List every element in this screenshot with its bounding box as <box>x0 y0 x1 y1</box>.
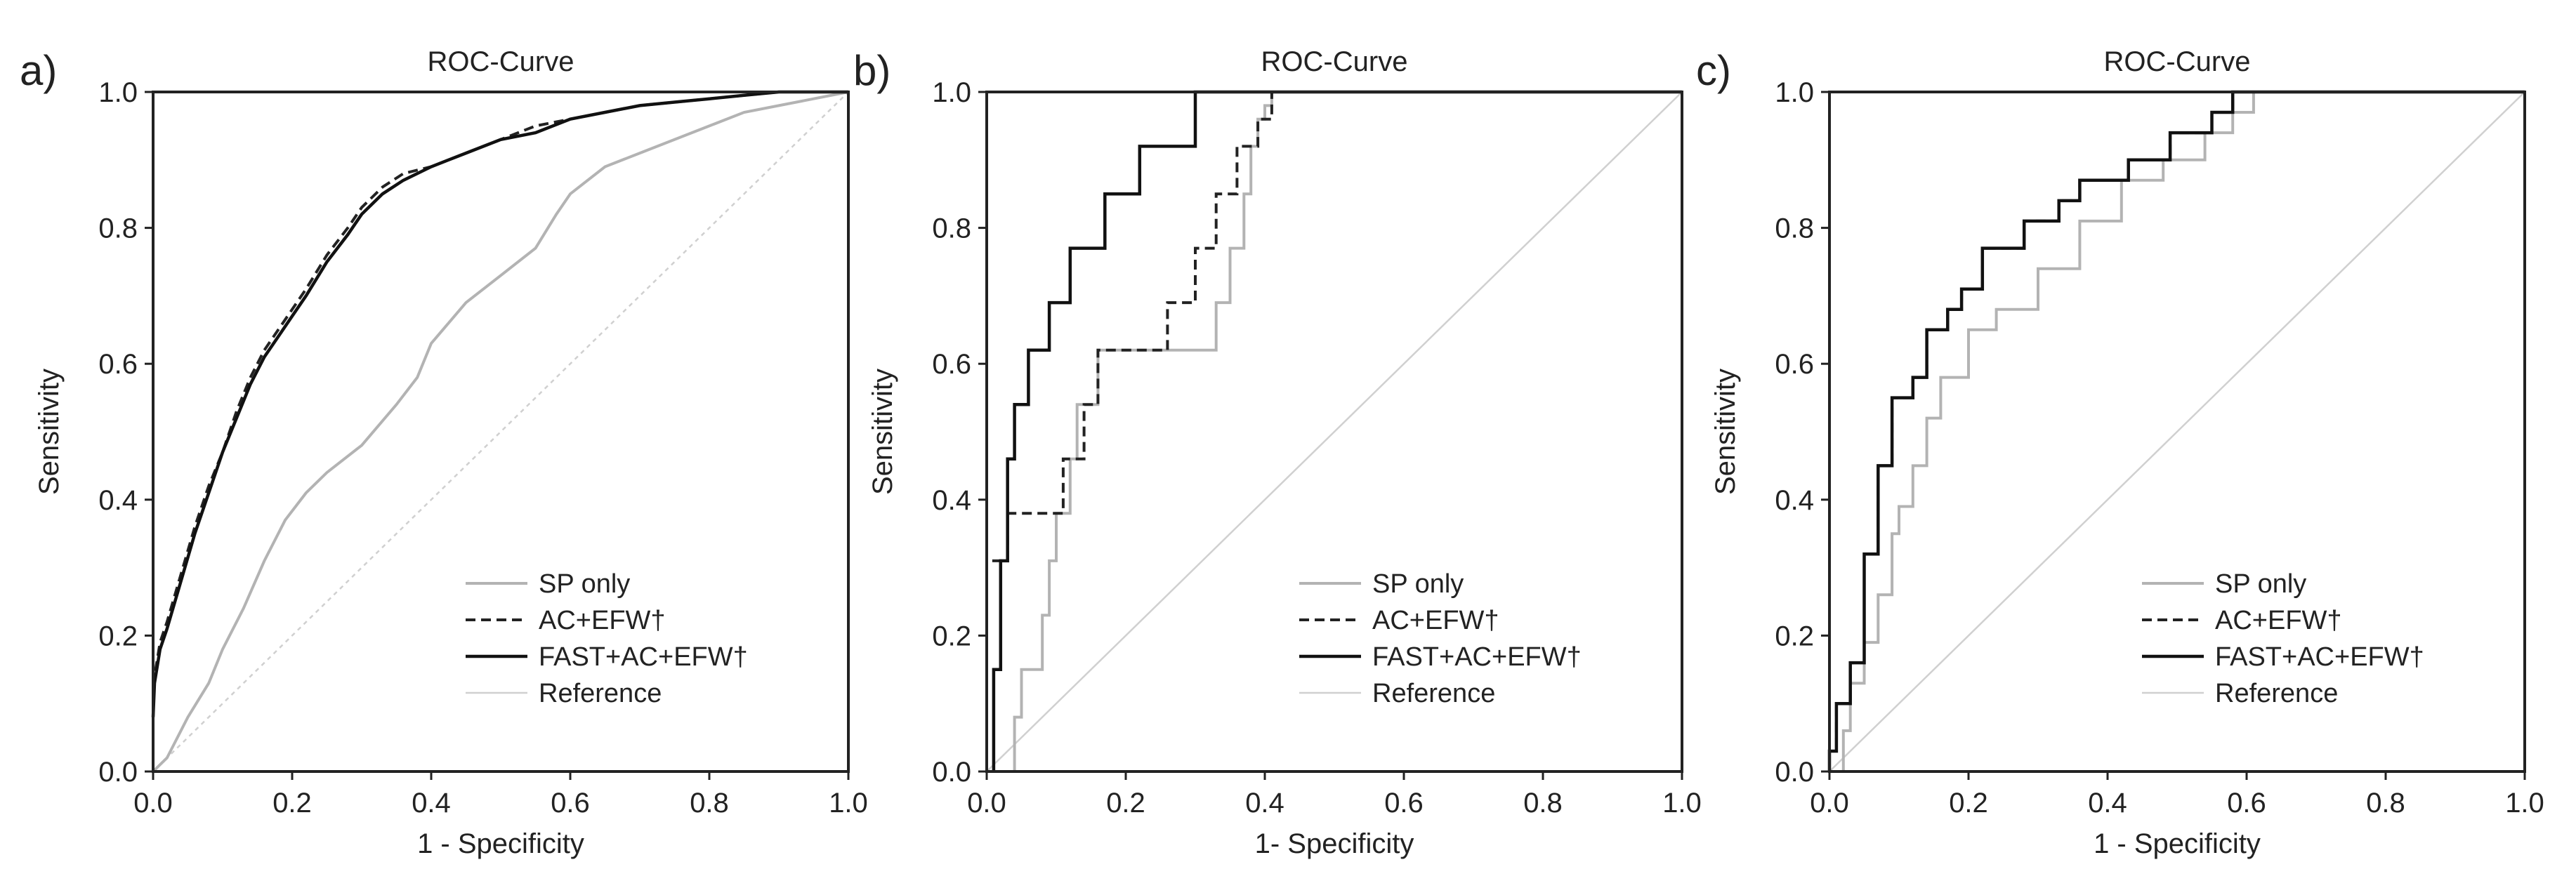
x-tick-label: 0.8 <box>690 788 729 819</box>
x-tick-label: 0.6 <box>551 788 590 819</box>
x-axis-label: 1- Specificity <box>1255 828 1414 859</box>
x-tick-label: 0.4 <box>412 788 451 819</box>
x-tick-label: 0.4 <box>1245 788 1284 819</box>
legend-label: AC+EFW† <box>1372 606 1499 635</box>
x-axis-label: 1 - Specificity <box>417 828 584 859</box>
y-tick-label: 1.0 <box>1775 77 1814 108</box>
panel-letter: b) <box>853 47 891 94</box>
y-tick-label: 0.2 <box>1775 621 1814 651</box>
y-tick-label: 0.4 <box>1775 485 1814 516</box>
y-tick-label: 0.2 <box>932 621 971 651</box>
series-line-reference <box>152 91 849 772</box>
x-tick-label: 0.2 <box>1949 788 1988 819</box>
y-axis-label: Sensitivity <box>34 369 65 495</box>
panel-letter: a) <box>20 47 57 94</box>
legend-label: SP only <box>539 569 630 599</box>
plot-frame <box>985 91 1683 773</box>
legend-label: AC+EFW† <box>2215 606 2342 635</box>
y-tick-label: 0.8 <box>932 213 971 244</box>
legend-label: Reference <box>539 679 662 708</box>
x-tick-label: 0.2 <box>272 788 312 819</box>
x-tick-label: 0.0 <box>133 788 173 819</box>
chart-title: ROC-Curve <box>428 46 574 77</box>
y-tick-label: 0.8 <box>1775 213 1814 244</box>
x-tick-label: 0.0 <box>1810 788 1849 819</box>
x-tick-label: 0.6 <box>1384 788 1424 819</box>
y-tick-label: 0.6 <box>1775 349 1814 380</box>
plot-frame <box>152 91 850 773</box>
x-tick-label: 1.0 <box>829 788 868 819</box>
chart-title: ROC-Curve <box>2104 46 2251 77</box>
series-line-reference <box>1829 91 2525 772</box>
y-tick-label: 0.6 <box>932 349 971 380</box>
y-tick-label: 0.0 <box>98 757 138 788</box>
legend: SP only AC+EFW† FAST+AC+EFW† Reference <box>466 569 748 708</box>
legend: SP only AC+EFW† FAST+AC+EFW† Reference <box>2142 569 2424 708</box>
plot-frame <box>1828 91 2526 773</box>
y-tick-label: 0.2 <box>98 621 138 651</box>
x-tick-label: 0.4 <box>2088 788 2127 819</box>
panel-letter: c) <box>1696 47 1731 94</box>
y-tick-label: 0.8 <box>98 213 138 244</box>
x-tick-label: 1.0 <box>2505 788 2544 819</box>
chart-title: ROC-Curve <box>1261 46 1408 77</box>
x-tick-label: 0.8 <box>2366 788 2405 819</box>
x-tick-label: 0.6 <box>2227 788 2266 819</box>
roc-panel-a: a) ROC-Curve 0.00.0 0.2 0.2 0.4 0.4 0.6 0.6 0.8 0.… <box>20 46 868 859</box>
y-tick-label: 0.0 <box>932 757 971 788</box>
series-line-sp-only <box>152 91 849 773</box>
legend: SP only AC+EFW† FAST+AC+EFW† Reference <box>1299 569 1582 708</box>
y-axis-label: Sensitivity <box>1710 369 1741 495</box>
series-line-fast-ac-efw <box>151 90 848 717</box>
legend-label: SP only <box>2215 569 2306 599</box>
y-axis-label: Sensitivity <box>867 369 898 495</box>
x-axis-label: 1 - Specificity <box>2094 828 2261 859</box>
legend-label: FAST+AC+EFW† <box>1372 642 1582 672</box>
x-tick-label: 1.0 <box>1662 788 1702 819</box>
series-line-fast-ac-efw <box>1827 90 2525 771</box>
y-tick-label: 1.0 <box>932 77 971 108</box>
x-tick-label: 0.2 <box>1106 788 1145 819</box>
series-line-reference <box>986 91 1683 772</box>
series-line-ac-efw <box>152 91 848 717</box>
y-tick-label: 0.4 <box>932 485 971 516</box>
series-line-fast-ac-efw <box>992 90 1682 771</box>
legend-label: FAST+AC+EFW† <box>539 642 748 672</box>
legend-label: Reference <box>1372 679 1495 708</box>
legend-label: AC+EFW† <box>539 606 666 635</box>
y-tick-label: 0.6 <box>98 349 138 380</box>
roc-panel-b: b) ROC-Curve 0.00.0 0.2 0.2 0.4 0.4 0.6 0.6 0.8 0.… <box>853 46 1702 859</box>
y-tick-label: 0.4 <box>98 485 138 516</box>
y-tick-label: 0.0 <box>1775 757 1814 788</box>
roc-panel-c: c) ROC-Curve 0.00.0 0.2 0.2 0.4 0.4 0.6 0.6 0.8 0.… <box>1696 46 2544 859</box>
y-tick-label: 1.0 <box>98 77 138 108</box>
x-tick-label: 0.8 <box>1523 788 1563 819</box>
legend-label: Reference <box>2215 679 2338 708</box>
legend-label: FAST+AC+EFW† <box>2215 642 2424 672</box>
series-line-sp-only <box>1841 91 2525 771</box>
legend-label: SP only <box>1372 569 1464 599</box>
x-tick-label: 0.0 <box>967 788 1006 819</box>
